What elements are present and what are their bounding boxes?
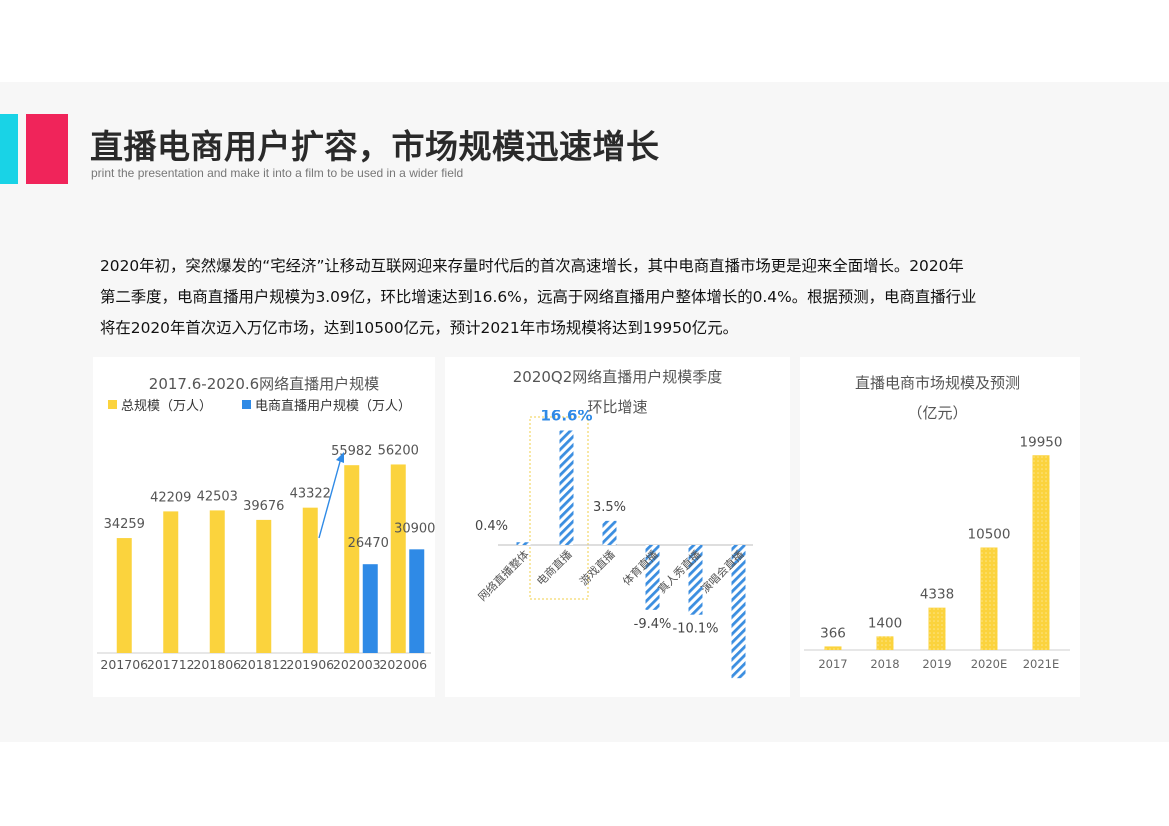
- bar-ecommerce: [362, 564, 378, 653]
- data-label-growth: 3.5%: [593, 500, 626, 515]
- bar-market: [1032, 455, 1050, 650]
- x-tick-label: 2017: [818, 657, 847, 671]
- trend-arrow-head: [336, 452, 344, 463]
- data-label-growth: -10.1%: [673, 622, 719, 637]
- accent-bar-cyan: [0, 114, 18, 184]
- chart3-svg: 366 2017 1400 2018 4338 2019 10500 2020E 19950 20…: [804, 434, 1070, 671]
- x-tick-label: 网络直播整体: [475, 547, 532, 604]
- x-tick-label: 2019: [922, 657, 951, 671]
- bar-growth: [516, 542, 531, 545]
- data-label-market: 19950: [1020, 434, 1063, 450]
- chart1-title: 2017.6-2020.6网络直播用户规模: [148, 375, 380, 393]
- bar-total: [116, 538, 132, 653]
- bar-market: [928, 607, 946, 650]
- legend-label: 电商直播用户规模（万人）: [255, 399, 412, 414]
- data-label-total: 55982: [331, 444, 372, 459]
- bar-total: [256, 519, 272, 653]
- data-label-total: 56200: [378, 443, 419, 458]
- bar-growth: [602, 520, 617, 545]
- data-label-ecommerce: 30900: [394, 521, 435, 536]
- page-subtitle: print the presentation and make it into …: [91, 166, 464, 180]
- legend-label: 总规模（万人）: [121, 399, 213, 414]
- bar-total: [344, 465, 360, 653]
- data-label-ecommerce: 26470: [348, 536, 389, 551]
- legend-swatch-blue: [242, 400, 251, 409]
- chart1-svg: 201706 34259 201712 42209 201806 42503 201812 3…: [97, 443, 435, 672]
- data-label-growth: -9.4%: [634, 617, 672, 632]
- data-label-market: 1400: [868, 615, 902, 631]
- chart2-title-line2: 环比增速: [587, 398, 648, 416]
- summary-line: 2020年初，突然爆发的“宅经济”让移动互联网迎来存量时代后的首次高速增长，其中…: [100, 257, 964, 275]
- bar-total: [390, 464, 406, 653]
- bar-growth: [731, 545, 746, 679]
- data-label-total: 42209: [150, 490, 191, 505]
- x-tick-label: 2018: [870, 657, 899, 671]
- bar-growth: [645, 545, 660, 610]
- data-label-total: 39676: [243, 499, 284, 514]
- chart3-title-line1: 直播电商市场规模及预测: [854, 374, 1020, 392]
- summary-line: 将在2020年首次迈入万亿市场，达到10500亿元，预计2021年市场规模将达到…: [100, 319, 738, 337]
- page-title: 直播电商用户扩容，市场规模迅速增长: [90, 127, 660, 166]
- bar-growth: [688, 545, 703, 615]
- data-label-growth: 16.6%: [540, 410, 592, 424]
- highlight-box: [529, 416, 589, 600]
- bar-market: [824, 646, 842, 650]
- data-label-growth: 0.4%: [475, 519, 508, 534]
- chart1-legend-total: 总规模（万人）: [108, 395, 212, 414]
- bar-market: [876, 636, 894, 650]
- data-label-market: 366: [820, 625, 846, 641]
- chart2-title-line1: 2020Q2网络直播用户规模季度: [512, 368, 723, 386]
- legend-swatch-yellow: [108, 400, 117, 409]
- data-label-total: 42503: [197, 489, 238, 504]
- data-label-total: 34259: [104, 517, 145, 532]
- x-tick-label: 202006: [379, 657, 427, 672]
- summary-line: 第二季度，电商直播用户规模为3.09亿，环比增速达到16.6%，远高于网络直播用…: [100, 288, 977, 306]
- trend-arrow-line: [318, 457, 342, 539]
- bar-growth: [559, 430, 574, 545]
- x-tick-label: 201706: [100, 657, 148, 672]
- x-tick-label: 202003: [333, 657, 381, 672]
- bar-market: [980, 547, 998, 650]
- chart3-title-line2: （亿元）: [907, 404, 968, 422]
- x-tick-label: 201712: [147, 657, 195, 672]
- x-tick-label: 2020E: [971, 657, 1008, 671]
- x-tick-label: 电商直播: [534, 547, 575, 588]
- x-tick-label: 201806: [193, 657, 241, 672]
- bar-ecommerce: [409, 549, 425, 653]
- bar-total: [209, 510, 225, 653]
- data-label-total: 43322: [290, 487, 331, 502]
- accent-bar-pink: [26, 114, 68, 184]
- bar-total: [302, 507, 318, 653]
- x-tick-label: 201906: [286, 657, 334, 672]
- x-tick-label: 游戏直播: [577, 547, 618, 588]
- data-label-market: 4338: [920, 587, 954, 603]
- chart1-legend-ecommerce: 电商直播用户规模（万人）: [242, 395, 411, 414]
- summary-paragraph: 2020年初，突然爆发的“宅经济”让移动互联网迎来存量时代后的首次高速增长，其中…: [100, 251, 1080, 344]
- chart2-svg: 0.4%网络直播整体16.6%电商直播3.5%游戏直播-9.4%体育直播-10.…: [475, 410, 753, 679]
- x-tick-label: 201812: [240, 657, 288, 672]
- x-tick-label: 2021E: [1023, 657, 1060, 671]
- bar-total: [163, 511, 179, 653]
- data-label-market: 10500: [968, 527, 1011, 543]
